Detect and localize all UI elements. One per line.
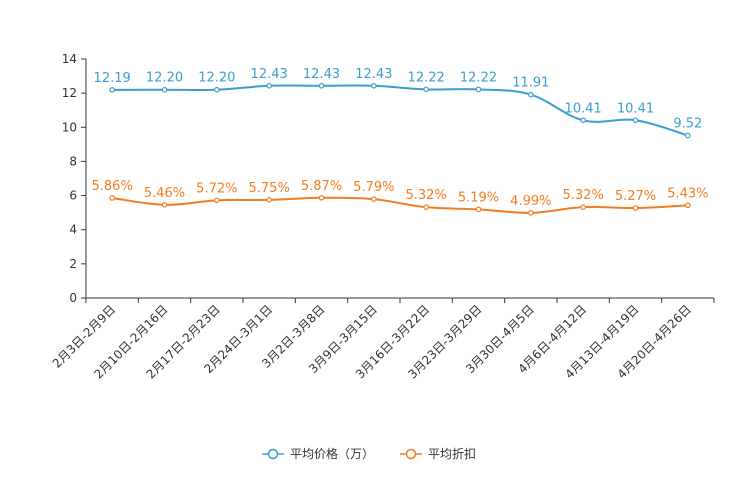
data-point [423,86,429,93]
data-label: 5.32% [563,188,604,203]
data-point [528,91,534,98]
data-point [109,195,115,201]
legend: 平均价格（万） 平均折扣 [262,446,476,461]
data-label: 5.86% [92,179,133,194]
data-label: 5.19% [458,190,499,205]
data-label: 5.32% [406,188,447,203]
series-line [112,196,688,214]
y-tick-label: 14 [62,52,77,66]
y-tick-label: 4 [69,223,77,237]
legend-item-avg-discount: 平均折扣 [400,446,476,461]
data-point [318,83,325,89]
series-line [112,84,689,137]
data-point [266,83,272,89]
data-point [371,196,377,202]
data-point [214,86,220,93]
data-label: 12.43 [251,67,288,82]
data-label: 12.20 [146,71,183,86]
axes: 024681012142月3日-2月9日2月10日-2月16日2月17日-2月2… [50,52,715,382]
y-tick-label: 10 [62,120,77,134]
data-point [214,197,220,204]
series-avg-discount: 5.86% 5.46% 5.72% 5.75% 5.87% 5.79% 5.32% 5.19%… [92,179,708,216]
data-label: 12.43 [355,67,392,82]
legend-label: 平均折扣 [428,446,476,461]
data-label: 12.22 [408,70,445,85]
data-label: 5.43% [667,186,708,201]
data-point [632,117,639,124]
legend-label: 平均价格（万） [290,446,374,461]
y-tick-label: 12 [62,86,77,100]
data-point [685,132,691,139]
legend-marker [267,448,279,460]
data-label: 4.99% [510,194,551,209]
data-point [371,83,377,89]
data-label: 10.41 [617,101,654,116]
y-tick-label: 6 [69,189,77,203]
data-point [632,205,639,211]
data-label: 5.79% [353,180,394,195]
data-point [423,204,429,210]
data-label: 12.43 [303,67,340,82]
data-label: 5.75% [249,181,290,196]
data-point [580,204,586,210]
data-point [318,194,325,201]
data-point [161,201,168,208]
series-avg-price: 12.19 12.20 12.20 12.43 12.43 12.43 12.22 12.22… [94,67,702,139]
data-point [266,197,272,203]
data-label: 12.22 [460,70,497,85]
data-label: 11.91 [512,76,549,91]
y-tick-label: 0 [69,291,77,305]
data-point [161,86,168,93]
data-label: 5.72% [196,181,237,196]
data-label: 5.27% [615,189,656,204]
data-label: 12.20 [198,71,235,86]
data-label: 9.52 [673,116,702,131]
data-point [109,87,115,93]
legend-item-avg-price: 平均价格（万） [262,446,374,461]
data-label: 5.87% [301,179,342,194]
y-tick-label: 2 [69,257,77,271]
data-point [528,210,534,216]
data-point [475,86,482,93]
data-label: 10.41 [565,101,602,116]
data-point [580,117,586,124]
legend-marker [405,448,417,460]
data-label: 12.19 [94,71,131,86]
data-point [685,202,691,209]
y-tick-label: 8 [69,154,77,168]
data-label: 5.46% [144,186,185,201]
series-layer: 12.19 12.20 12.20 12.43 12.43 12.43 12.22 12.22… [92,67,708,216]
data-point [475,206,482,213]
